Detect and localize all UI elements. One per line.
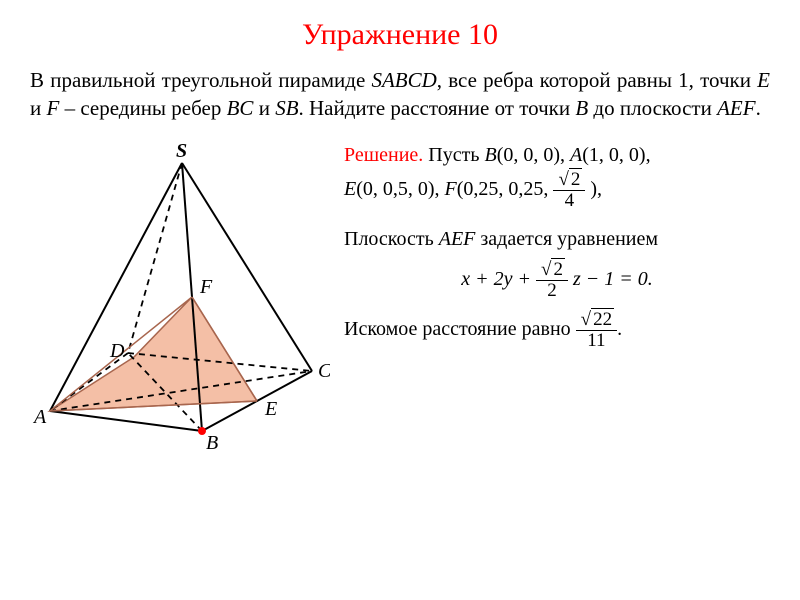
solution-heading: Решение.: [344, 144, 423, 166]
t: .: [617, 318, 622, 340]
t: и: [30, 96, 47, 120]
t: 2: [569, 168, 583, 190]
t: BC: [227, 96, 254, 120]
t: и: [253, 96, 275, 120]
pyramid-diagram: S A B C D E F: [30, 141, 330, 461]
t: 2: [551, 258, 565, 280]
t: AEF: [717, 96, 755, 120]
t: F: [445, 178, 457, 200]
t: 22: [591, 308, 614, 330]
t: 4: [553, 191, 585, 211]
t: , все ребра которой равны 1, точки: [437, 68, 757, 92]
t: Пусть: [423, 144, 484, 166]
t: (1, 0, 0),: [582, 144, 650, 166]
svg-text:A: A: [32, 406, 47, 428]
t: задается уравнением: [475, 228, 658, 250]
fraction-sqrt2-over-4: √2 4: [553, 170, 585, 211]
t: SB: [275, 96, 298, 120]
t: B: [575, 96, 588, 120]
t: x + 2y +: [461, 268, 536, 290]
problem-text: В правильной треугольной пирамиде SABCD,…: [30, 66, 770, 123]
answer-line: Искомое расстояние равно √22 11 .: [344, 310, 770, 351]
t: В правильной треугольной пирамиде: [30, 68, 371, 92]
t: F: [47, 96, 60, 120]
t: 2: [536, 281, 568, 301]
svg-text:D: D: [109, 340, 125, 362]
svg-text:C: C: [318, 360, 330, 382]
t: E: [344, 178, 356, 200]
svg-text:E: E: [264, 398, 277, 420]
t: AEF: [439, 228, 476, 250]
plane-equation: x + 2y + √2 2 z − 1 = 0.: [344, 260, 770, 301]
t: (0,25, 0,25,: [457, 178, 554, 200]
t: – середины ребер: [59, 96, 226, 120]
t: B: [484, 144, 496, 166]
t: z − 1 = 0.: [573, 268, 653, 290]
t: Искомое расстояние равно: [344, 318, 576, 340]
svg-text:B: B: [206, 432, 218, 454]
t: SABCD: [371, 68, 436, 92]
t: A: [570, 144, 582, 166]
solution-block: Решение. Пусть B(0, 0, 0), A(1, 0, 0), E…: [330, 141, 770, 352]
t: . Найдите расстояние от точки: [299, 96, 576, 120]
t: Плоскость: [344, 228, 439, 250]
t: E: [757, 68, 770, 92]
t: (0, 0,5, 0),: [356, 178, 444, 200]
fraction-sqrt22-over-11: √22 11: [576, 310, 617, 351]
svg-text:S: S: [176, 141, 187, 162]
t: (0, 0, 0),: [497, 144, 570, 166]
t: до плоскости: [588, 96, 717, 120]
page-title: Упражнение 10: [30, 18, 770, 52]
svg-text:F: F: [199, 276, 213, 298]
t: 11: [576, 331, 617, 351]
t: ),: [590, 178, 602, 200]
t: .: [756, 96, 761, 120]
fraction-sqrt2-over-2: √2 2: [536, 260, 568, 301]
